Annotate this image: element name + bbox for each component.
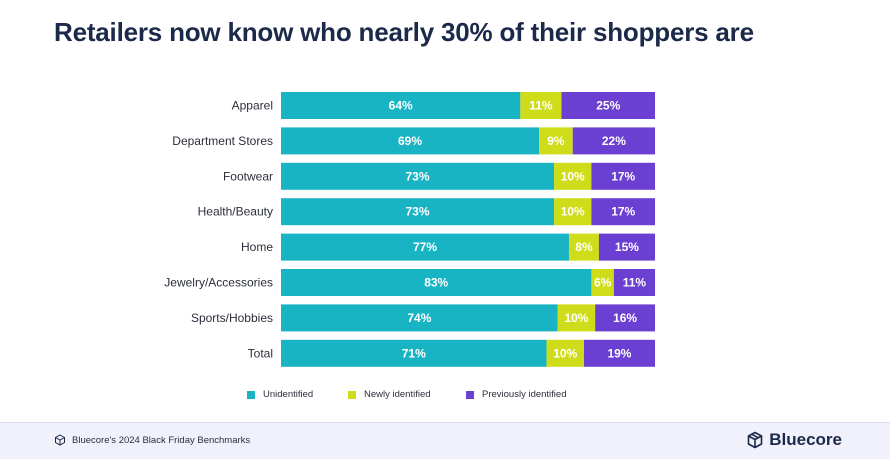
chart-legend: Unidentified Newly identified Previously… xyxy=(0,389,890,403)
data-label-newly-identified-total: 10% xyxy=(553,346,577,360)
bar-previously-identified-sports-hobbies xyxy=(595,304,655,332)
bar-previously-identified-apparel xyxy=(561,92,655,119)
bar-newly-identified-apparel xyxy=(520,92,562,119)
data-label-unidentified-health-beauty: 73% xyxy=(405,205,429,219)
data-label-previously-identified-apparel: 25% xyxy=(596,99,620,113)
data-label-unidentified-footwear: 73% xyxy=(405,169,429,183)
bar-unidentified-sports-hobbies xyxy=(281,304,558,332)
data-label-previously-identified-home: 15% xyxy=(615,240,639,254)
category-label-home: Home xyxy=(241,240,273,254)
data-label-newly-identified-sports-hobbies: 10% xyxy=(564,311,588,325)
data-label-previously-identified-health-beauty: 17% xyxy=(611,205,635,219)
footer-source: Bluecore's 2024 Black Friday Benchmarks xyxy=(54,434,250,446)
legend-swatch-unidentified xyxy=(247,390,255,399)
data-label-newly-identified-apparel: 11% xyxy=(529,99,553,113)
data-label-newly-identified-home: 8% xyxy=(575,240,593,254)
data-label-newly-identified-jewelry-accessories: 6% xyxy=(594,276,612,290)
legend-item-previously-identified: Previously identified xyxy=(466,389,567,400)
category-label-total: Total xyxy=(248,346,273,360)
bar-newly-identified-sports-hobbies xyxy=(557,304,596,332)
data-label-previously-identified-footwear: 17% xyxy=(611,169,635,183)
bar-previously-identified-footwear xyxy=(591,162,655,190)
category-label-apparel: Apparel xyxy=(232,99,273,113)
data-label-unidentified-total: 71% xyxy=(402,346,426,360)
footer-bar: Bluecore's 2024 Black Friday Benchmarks … xyxy=(0,422,890,459)
chart-title: Retailers now know who nearly 30% of the… xyxy=(54,17,754,47)
legend-label-previously-identified: Previously identified xyxy=(482,389,567,400)
stacked-bar-chart: Apparel 64% 11% 25% Department Stores 69% 9% 22… xyxy=(164,92,655,367)
data-label-newly-identified-health-beauty: 10% xyxy=(561,205,585,219)
source-text: Bluecore's 2024 Black Friday Benchmarks xyxy=(72,434,251,446)
legend-item-unidentified: Unidentified xyxy=(247,389,313,400)
bar-unidentified-footwear xyxy=(281,162,555,190)
bar-unidentified-health-beauty xyxy=(281,198,555,226)
bar-unidentified-jewelry-accessories xyxy=(281,269,592,296)
legend-item-newly-identified: Newly identified xyxy=(348,389,431,400)
bar-newly-identified-department-stores xyxy=(539,127,573,155)
data-label-previously-identified-jewelry-accessories: 11% xyxy=(623,276,647,290)
bar-previously-identified-department-stores xyxy=(572,127,655,155)
bar-newly-identified-home xyxy=(568,233,599,261)
bar-previously-identified-total xyxy=(583,339,655,367)
bar-previously-identified-home xyxy=(598,233,655,261)
bar-unidentified-home xyxy=(281,233,569,261)
bar-previously-identified-health-beauty xyxy=(591,198,655,226)
category-label-health-beauty: Health/Beauty xyxy=(198,205,273,219)
data-label-previously-identified-department-stores: 22% xyxy=(602,134,626,148)
data-label-newly-identified-department-stores: 9% xyxy=(547,134,565,148)
data-label-unidentified-apparel: 64% xyxy=(389,99,413,113)
bar-newly-identified-jewelry-accessories xyxy=(591,269,614,296)
bar-unidentified-department-stores xyxy=(281,127,540,155)
legend-swatch-newly-identified xyxy=(348,390,356,399)
category-label-jewelry-accessories: Jewelry/Accessories xyxy=(164,276,273,290)
bar-newly-identified-footwear xyxy=(554,162,592,190)
data-label-unidentified-sports-hobbies: 74% xyxy=(407,311,431,325)
legend-label-unidentified: Unidentified xyxy=(263,389,314,400)
bar-unidentified-total xyxy=(281,339,547,367)
bar-newly-identified-health-beauty xyxy=(554,198,592,226)
category-label-department-stores: Department Stores xyxy=(172,134,273,148)
bar-newly-identified-total xyxy=(546,339,584,367)
category-label-sports-hobbies: Sports/Hobbies xyxy=(191,311,273,325)
data-label-newly-identified-footwear: 10% xyxy=(561,169,585,183)
data-label-unidentified-department-stores: 69% xyxy=(398,134,422,148)
category-label-footwear: Footwear xyxy=(223,169,273,183)
brand-logo: Bluecore xyxy=(746,430,842,450)
bluecore-logo-icon xyxy=(747,431,763,449)
brand-name: Bluecore xyxy=(769,430,842,449)
bar-unidentified-apparel xyxy=(281,92,521,119)
data-label-unidentified-home: 77% xyxy=(413,240,437,254)
data-label-unidentified-jewelry-accessories: 83% xyxy=(424,276,448,290)
data-label-previously-identified-total: 19% xyxy=(607,346,631,360)
legend-label-newly-identified: Newly identified xyxy=(364,389,431,400)
data-label-previously-identified-sports-hobbies: 16% xyxy=(613,311,637,325)
bar-previously-identified-jewelry-accessories xyxy=(613,269,655,296)
cube-icon xyxy=(55,434,65,446)
legend-swatch-previously-identified xyxy=(466,390,474,399)
